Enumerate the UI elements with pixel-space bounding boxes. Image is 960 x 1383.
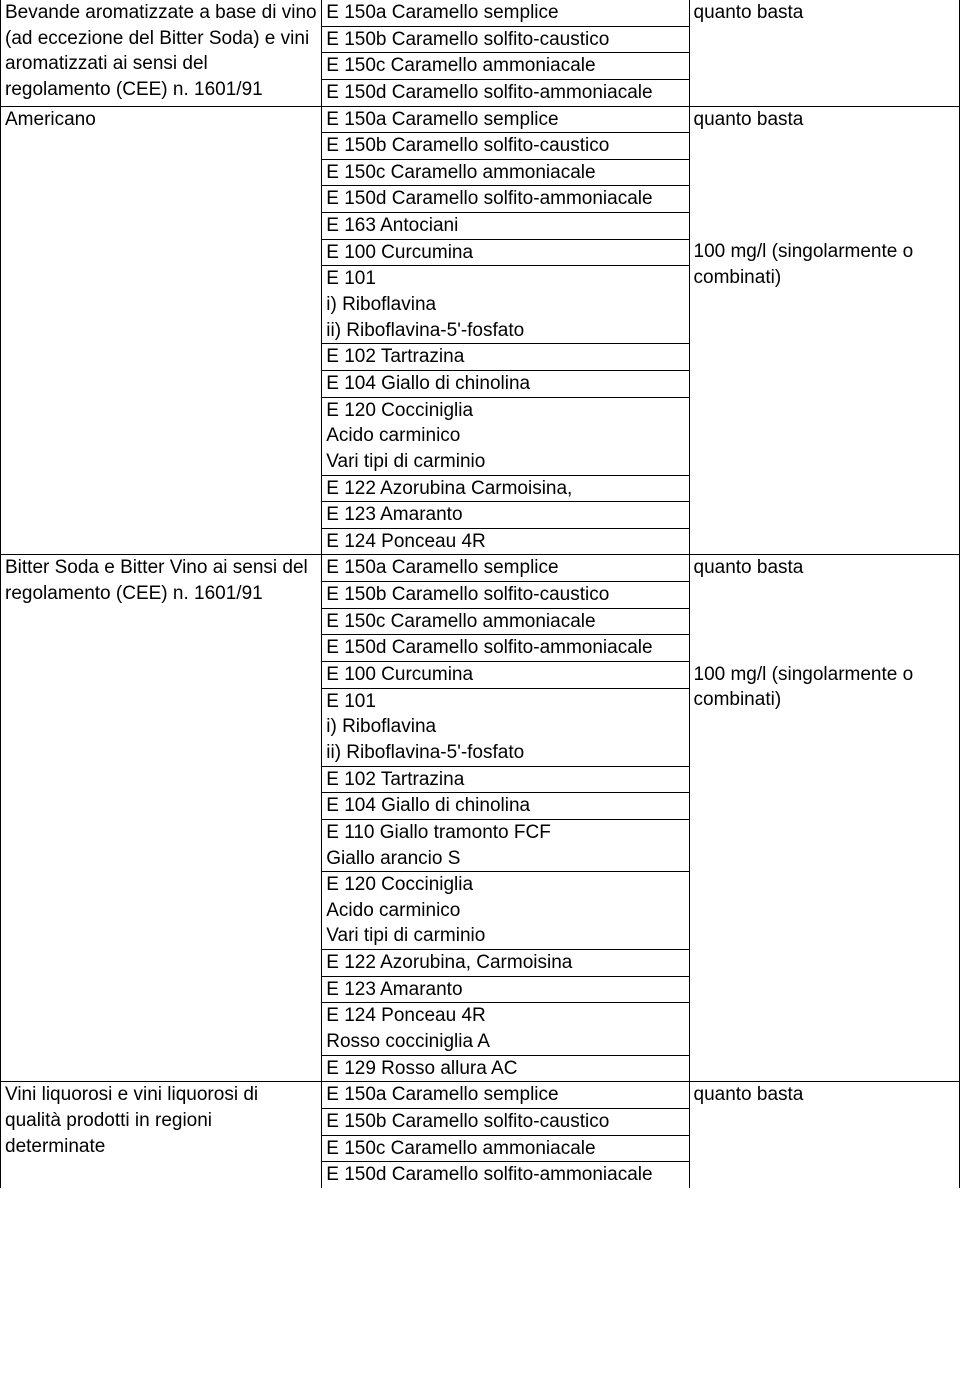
additive-cell: E 122 Azorubina Carmoisina, (322, 475, 689, 502)
additive-cell: E 150a Caramello semplice (322, 106, 689, 133)
additive-cell: E 150c Caramello ammoniacale (322, 1135, 689, 1162)
product-cell: Bevande aromatizzate a base di vino (ad … (1, 0, 322, 106)
additive-cell: E 102 Tartrazina (322, 344, 689, 371)
additive-cell: E 150b Caramello solfito-caustico (322, 582, 689, 609)
additive-cell: E 123 Amaranto (322, 502, 689, 529)
additive-cell: E 122 Azorubina, Carmoisina (322, 950, 689, 977)
product-cell: Bitter Soda e Bitter Vino ai sensi del r… (1, 555, 322, 1082)
additive-cell: E 150c Caramello ammoniacale (322, 53, 689, 80)
additive-cell: E 123 Amaranto (322, 976, 689, 1003)
limit-cell: quanto basta (689, 106, 960, 239)
additive-cell: E 100 Curcumina (322, 662, 689, 689)
additive-cell: E 150d Caramello solfito-ammoniacale (322, 1162, 689, 1188)
additive-cell: E 110 Giallo tramonto FCF Giallo arancio… (322, 819, 689, 871)
additive-cell: E 150c Caramello ammoniacale (322, 159, 689, 186)
additive-cell: E 150d Caramello solfito-ammoniacale (322, 186, 689, 213)
additive-cell: E 120 Cocciniglia Acido carminico Vari t… (322, 397, 689, 475)
additive-cell: E 124 Ponceau 4R Rosso cocciniglia A (322, 1003, 689, 1055)
additive-cell: E 163 Antociani (322, 213, 689, 240)
additive-cell: E 150a Caramello semplice (322, 0, 689, 26)
additive-cell: E 102 Tartrazina (322, 766, 689, 793)
additive-cell: E 104 Giallo di chinolina (322, 370, 689, 397)
additive-cell: E 150a Caramello semplice (322, 555, 689, 582)
additive-cell: E 150d Caramello solfito-ammoniacale (322, 635, 689, 662)
product-cell: Americano (1, 106, 322, 555)
limit-cell: quanto basta (689, 1082, 960, 1188)
limit-cell: 100 mg/l (singolarmente o combinati) (689, 662, 960, 1082)
additive-cell: E 150a Caramello semplice (322, 1082, 689, 1109)
product-cell: Vini liquorosi e vini liquorosi di quali… (1, 1082, 322, 1188)
additive-cell: E 150b Caramello solfito-caustico (322, 1108, 689, 1135)
additive-cell: E 150d Caramello solfito-ammoniacale (322, 79, 689, 106)
additive-cell: E 101 i) Riboflavina ii) Riboflavina-5'-… (322, 688, 689, 766)
additive-cell: E 101 i) Riboflavina ii) Riboflavina-5'-… (322, 266, 689, 344)
additive-cell: E 150b Caramello solfito-caustico (322, 26, 689, 53)
document-page: Bevande aromatizzate a base di vino (ad … (0, 0, 960, 1188)
additive-cell: E 104 Giallo di chinolina (322, 793, 689, 820)
additive-cell: E 129 Rosso allura AC (322, 1055, 689, 1082)
limit-cell: quanto basta (689, 0, 960, 106)
limit-cell: 100 mg/l (singolarmente o combinati) (689, 239, 960, 555)
additives-table: Bevande aromatizzate a base di vino (ad … (0, 0, 960, 1188)
additive-cell: E 120 Cocciniglia Acido carminico Vari t… (322, 872, 689, 950)
additive-cell: E 150c Caramello ammoniacale (322, 608, 689, 635)
limit-cell: quanto basta (689, 555, 960, 662)
additive-cell: E 150b Caramello solfito-caustico (322, 133, 689, 160)
additive-cell: E 100 Curcumina (322, 239, 689, 266)
additive-cell: E 124 Ponceau 4R (322, 528, 689, 555)
